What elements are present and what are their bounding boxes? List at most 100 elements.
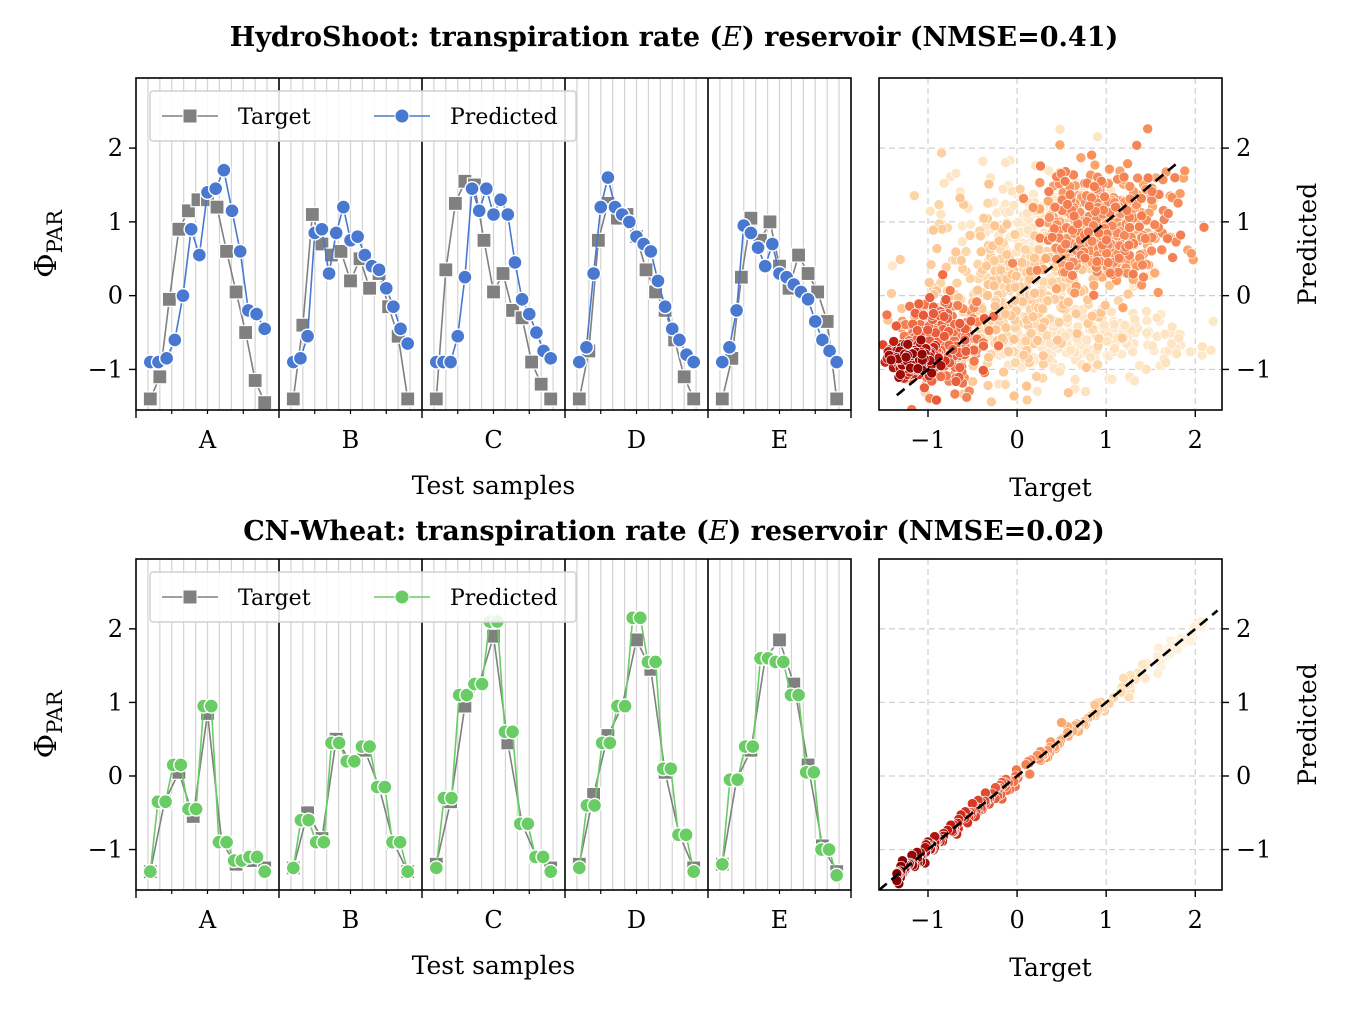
scatter-point <box>1185 346 1196 358</box>
scatter-point <box>1054 124 1066 135</box>
scatter-point <box>1185 635 1196 647</box>
target-point <box>152 369 168 385</box>
scatter-point <box>1033 244 1045 255</box>
scatter-point <box>1070 308 1082 319</box>
predicted-point <box>357 247 373 263</box>
scatter-point <box>951 277 963 289</box>
x-tick-label: −1 <box>910 906 945 934</box>
scatter-point <box>1049 201 1061 213</box>
legend-circle-marker <box>394 589 410 605</box>
target-point <box>533 376 549 392</box>
predicted-point <box>257 321 273 337</box>
target-point <box>800 265 816 282</box>
scatter-point <box>956 255 967 266</box>
scatter-point <box>1088 289 1100 301</box>
predicted-point <box>814 332 831 348</box>
scatter-point <box>915 334 927 346</box>
scatter-point <box>1166 321 1178 333</box>
y-axis-label-main: Φ <box>29 734 64 759</box>
scatter-point <box>1000 379 1011 390</box>
scatter-point <box>1162 233 1173 244</box>
predicted-point <box>806 764 822 781</box>
scatter-point <box>1021 394 1033 406</box>
predicted-point <box>314 221 330 237</box>
scatter-point <box>1127 268 1139 280</box>
scatter-point <box>1032 335 1043 346</box>
scatter-point <box>1067 270 1078 281</box>
legend-circle-marker <box>394 108 410 124</box>
predicted-point <box>775 654 792 670</box>
predicted-point <box>428 860 444 876</box>
scatter-point <box>1042 295 1053 307</box>
predicted-point <box>257 863 273 880</box>
scatter-point <box>1014 183 1026 195</box>
target-point <box>571 391 587 407</box>
category-label: D <box>627 906 646 934</box>
predicted-point <box>500 206 516 223</box>
scatter-point <box>902 339 914 350</box>
predicted-point <box>800 291 816 308</box>
scatter-point <box>1009 282 1021 293</box>
scatter-point <box>935 360 947 371</box>
y-tick-label: 2 <box>108 134 123 162</box>
predicted-point <box>686 863 702 880</box>
predicted-point <box>292 350 309 367</box>
predicted-point <box>632 610 649 626</box>
scatter-point <box>1142 172 1154 184</box>
plot-area <box>868 78 1222 410</box>
scatter-point <box>978 340 989 352</box>
scatter-point <box>1080 362 1092 373</box>
scatter-point <box>924 292 936 303</box>
scatter-point <box>936 147 947 159</box>
scatter-point <box>1001 219 1013 230</box>
top-scatter-panel: −1 0 1 2 −1 0 1 2 Target Predicted <box>868 77 1322 502</box>
target-point <box>790 247 807 263</box>
scatter-point <box>916 348 928 360</box>
x-tick-label: 0 <box>1009 426 1024 454</box>
predicted-point <box>157 794 174 810</box>
x-tick-label: −1 <box>910 426 945 454</box>
scatter-point <box>1036 322 1048 334</box>
category-label: B <box>342 426 360 454</box>
scatter-point <box>1054 139 1066 151</box>
scatter-point <box>975 230 986 242</box>
target-point <box>438 262 454 278</box>
predicted-point <box>167 332 183 348</box>
scatter-point <box>895 369 906 380</box>
predicted-point <box>757 258 773 274</box>
predicted-point <box>578 339 595 355</box>
y-tick-label: −1 <box>88 836 123 864</box>
scatter-point <box>1108 318 1120 330</box>
scatter-point <box>988 280 1000 291</box>
scatter-point <box>1031 386 1043 397</box>
target-point <box>476 232 492 248</box>
scatter-point <box>1034 217 1046 228</box>
scatter-point <box>913 298 925 310</box>
scatter-point <box>1083 200 1095 212</box>
scatter-point <box>986 396 997 408</box>
target-point <box>161 291 177 307</box>
predicted-point <box>442 354 459 370</box>
scatter-point <box>983 325 995 336</box>
top-line-panel: −1 0 1 2 A B C D E Test samples ΦPAR Target Predicte… <box>29 77 852 500</box>
scatter-point <box>868 314 878 324</box>
target-point <box>676 369 692 385</box>
predicted-point <box>750 239 766 256</box>
scatter-point <box>1043 165 1055 177</box>
target-point <box>638 262 654 278</box>
scatter-point <box>928 308 939 319</box>
scatter-point <box>933 199 945 210</box>
scatter-point <box>1138 271 1149 283</box>
scatter-point <box>954 192 966 204</box>
axes-frame <box>878 558 1223 891</box>
scatter-point <box>894 254 906 265</box>
predicted-point <box>232 243 248 260</box>
scatter-point <box>931 394 942 406</box>
predicted-point <box>686 354 702 370</box>
scatter-point <box>982 197 994 209</box>
scatter-point <box>954 362 966 373</box>
scatter-point <box>1052 334 1063 346</box>
scatter-point <box>950 246 962 258</box>
scatter-point <box>1075 152 1087 163</box>
predicted-point <box>520 816 536 832</box>
